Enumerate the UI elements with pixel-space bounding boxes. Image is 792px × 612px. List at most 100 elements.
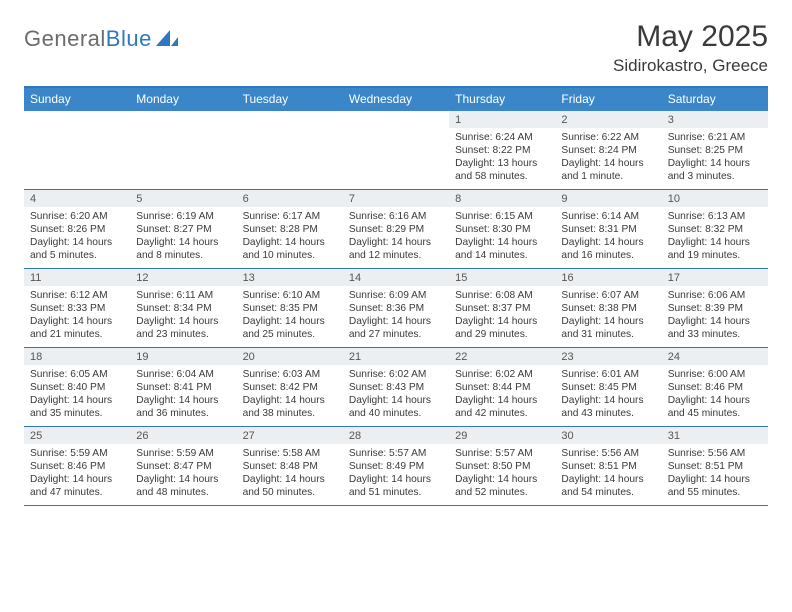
day-content: Sunrise: 6:21 AMSunset: 8:25 PMDaylight:…: [662, 128, 768, 187]
day-content: Sunrise: 6:05 AMSunset: 8:40 PMDaylight:…: [24, 365, 130, 424]
sunrise-text: Sunrise: 6:19 AM: [136, 210, 230, 223]
sunrise-text: Sunrise: 6:09 AM: [349, 289, 443, 302]
week-row: 18Sunrise: 6:05 AMSunset: 8:40 PMDayligh…: [24, 348, 768, 427]
day-number: 19: [130, 348, 236, 365]
daylight-text: Daylight: 14 hours and 29 minutes.: [455, 315, 549, 341]
header: GeneralBlue May 2025 Sidirokastro, Greec…: [24, 20, 768, 76]
sunrise-text: Sunrise: 6:01 AM: [561, 368, 655, 381]
day-cell: 21Sunrise: 6:02 AMSunset: 8:43 PMDayligh…: [343, 348, 449, 426]
day-number: 20: [237, 348, 343, 365]
day-cell: [24, 111, 130, 189]
sunset-text: Sunset: 8:50 PM: [455, 460, 549, 473]
sunrise-text: Sunrise: 6:22 AM: [561, 131, 655, 144]
sunset-text: Sunset: 8:22 PM: [455, 144, 549, 157]
day-number: 28: [343, 427, 449, 444]
day-cell: 22Sunrise: 6:02 AMSunset: 8:44 PMDayligh…: [449, 348, 555, 426]
day-number: 9: [555, 190, 661, 207]
sunrise-text: Sunrise: 6:05 AM: [30, 368, 124, 381]
day-number: 2: [555, 111, 661, 128]
sunset-text: Sunset: 8:49 PM: [349, 460, 443, 473]
day-content: Sunrise: 6:09 AMSunset: 8:36 PMDaylight:…: [343, 286, 449, 345]
sunset-text: Sunset: 8:31 PM: [561, 223, 655, 236]
week-row: 11Sunrise: 6:12 AMSunset: 8:33 PMDayligh…: [24, 269, 768, 348]
location-label: Sidirokastro, Greece: [613, 56, 768, 76]
day-content: Sunrise: 6:11 AMSunset: 8:34 PMDaylight:…: [130, 286, 236, 345]
day-cell: 15Sunrise: 6:08 AMSunset: 8:37 PMDayligh…: [449, 269, 555, 347]
day-number: 26: [130, 427, 236, 444]
sunset-text: Sunset: 8:30 PM: [455, 223, 549, 236]
sunrise-text: Sunrise: 6:12 AM: [30, 289, 124, 302]
daylight-text: Daylight: 14 hours and 5 minutes.: [30, 236, 124, 262]
day-cell: 9Sunrise: 6:14 AMSunset: 8:31 PMDaylight…: [555, 190, 661, 268]
day-number: [130, 111, 236, 128]
sunrise-text: Sunrise: 6:02 AM: [349, 368, 443, 381]
brand-part1: General: [24, 26, 106, 51]
sunrise-text: Sunrise: 6:08 AM: [455, 289, 549, 302]
sunrise-text: Sunrise: 6:04 AM: [136, 368, 230, 381]
daylight-text: Daylight: 14 hours and 10 minutes.: [243, 236, 337, 262]
day-number: 4: [24, 190, 130, 207]
day-number: 30: [555, 427, 661, 444]
day-cell: 23Sunrise: 6:01 AMSunset: 8:45 PMDayligh…: [555, 348, 661, 426]
daylight-text: Daylight: 14 hours and 23 minutes.: [136, 315, 230, 341]
sunrise-text: Sunrise: 5:59 AM: [136, 447, 230, 460]
sunset-text: Sunset: 8:46 PM: [668, 381, 762, 394]
sunrise-text: Sunrise: 6:02 AM: [455, 368, 549, 381]
sunrise-text: Sunrise: 5:57 AM: [455, 447, 549, 460]
sunrise-text: Sunrise: 6:10 AM: [243, 289, 337, 302]
day-cell: 29Sunrise: 5:57 AMSunset: 8:50 PMDayligh…: [449, 427, 555, 505]
sunrise-text: Sunrise: 5:56 AM: [668, 447, 762, 460]
sunrise-text: Sunrise: 6:11 AM: [136, 289, 230, 302]
daylight-text: Daylight: 14 hours and 42 minutes.: [455, 394, 549, 420]
daylight-text: Daylight: 14 hours and 33 minutes.: [668, 315, 762, 341]
daylight-text: Daylight: 13 hours and 58 minutes.: [455, 157, 549, 183]
day-cell: 19Sunrise: 6:04 AMSunset: 8:41 PMDayligh…: [130, 348, 236, 426]
day-cell: 13Sunrise: 6:10 AMSunset: 8:35 PMDayligh…: [237, 269, 343, 347]
daylight-text: Daylight: 14 hours and 31 minutes.: [561, 315, 655, 341]
sunrise-text: Sunrise: 6:06 AM: [668, 289, 762, 302]
day-cell: 11Sunrise: 6:12 AMSunset: 8:33 PMDayligh…: [24, 269, 130, 347]
day-content: Sunrise: 6:08 AMSunset: 8:37 PMDaylight:…: [449, 286, 555, 345]
sunset-text: Sunset: 8:35 PM: [243, 302, 337, 315]
week-row: 1Sunrise: 6:24 AMSunset: 8:22 PMDaylight…: [24, 111, 768, 190]
day-content: Sunrise: 6:15 AMSunset: 8:30 PMDaylight:…: [449, 207, 555, 266]
dow-wednesday: Wednesday: [343, 88, 449, 111]
day-cell: 12Sunrise: 6:11 AMSunset: 8:34 PMDayligh…: [130, 269, 236, 347]
day-content: Sunrise: 6:19 AMSunset: 8:27 PMDaylight:…: [130, 207, 236, 266]
calendar: Sunday Monday Tuesday Wednesday Thursday…: [24, 86, 768, 506]
sunset-text: Sunset: 8:24 PM: [561, 144, 655, 157]
dow-sunday: Sunday: [24, 88, 130, 111]
day-number: 18: [24, 348, 130, 365]
week-row: 4Sunrise: 6:20 AMSunset: 8:26 PMDaylight…: [24, 190, 768, 269]
day-content: Sunrise: 6:07 AMSunset: 8:38 PMDaylight:…: [555, 286, 661, 345]
day-number: 13: [237, 269, 343, 286]
day-content: Sunrise: 6:12 AMSunset: 8:33 PMDaylight:…: [24, 286, 130, 345]
day-cell: 10Sunrise: 6:13 AMSunset: 8:32 PMDayligh…: [662, 190, 768, 268]
day-cell: [237, 111, 343, 189]
daylight-text: Daylight: 14 hours and 45 minutes.: [668, 394, 762, 420]
month-title: May 2025: [613, 20, 768, 54]
dow-saturday: Saturday: [662, 88, 768, 111]
day-content: Sunrise: 6:17 AMSunset: 8:28 PMDaylight:…: [237, 207, 343, 266]
day-content: Sunrise: 6:22 AMSunset: 8:24 PMDaylight:…: [555, 128, 661, 187]
day-number: 6: [237, 190, 343, 207]
daylight-text: Daylight: 14 hours and 35 minutes.: [30, 394, 124, 420]
dow-monday: Monday: [130, 88, 236, 111]
daylight-text: Daylight: 14 hours and 16 minutes.: [561, 236, 655, 262]
sunset-text: Sunset: 8:32 PM: [668, 223, 762, 236]
day-cell: 2Sunrise: 6:22 AMSunset: 8:24 PMDaylight…: [555, 111, 661, 189]
dow-thursday: Thursday: [449, 88, 555, 111]
day-cell: [343, 111, 449, 189]
sunset-text: Sunset: 8:38 PM: [561, 302, 655, 315]
day-number: 5: [130, 190, 236, 207]
day-cell: 16Sunrise: 6:07 AMSunset: 8:38 PMDayligh…: [555, 269, 661, 347]
daylight-text: Daylight: 14 hours and 1 minute.: [561, 157, 655, 183]
day-content: Sunrise: 5:56 AMSunset: 8:51 PMDaylight:…: [662, 444, 768, 503]
day-number: 1: [449, 111, 555, 128]
day-content: Sunrise: 5:58 AMSunset: 8:48 PMDaylight:…: [237, 444, 343, 503]
day-number: 24: [662, 348, 768, 365]
week-row: 25Sunrise: 5:59 AMSunset: 8:46 PMDayligh…: [24, 427, 768, 506]
daylight-text: Daylight: 14 hours and 38 minutes.: [243, 394, 337, 420]
day-content: Sunrise: 6:02 AMSunset: 8:43 PMDaylight:…: [343, 365, 449, 424]
day-cell: 24Sunrise: 6:00 AMSunset: 8:46 PMDayligh…: [662, 348, 768, 426]
